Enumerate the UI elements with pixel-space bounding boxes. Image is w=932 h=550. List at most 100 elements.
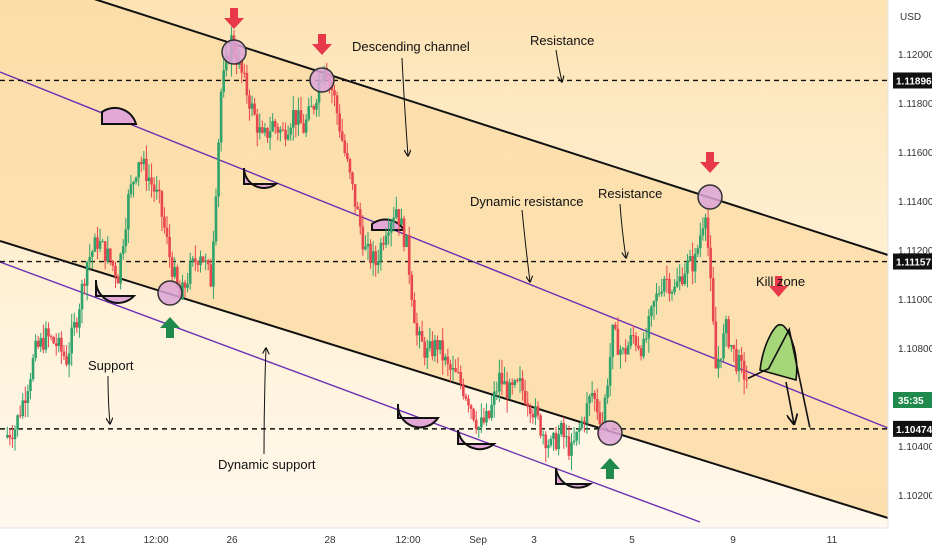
candle-body	[304, 119, 308, 133]
candle-body	[418, 331, 421, 336]
candle-body	[165, 227, 169, 237]
candle-body	[565, 436, 568, 438]
candle-body	[145, 158, 148, 181]
candle-body	[585, 403, 589, 424]
red-down-arrow	[769, 276, 788, 297]
candle-body	[526, 403, 530, 407]
resistance-lower-tag-label: 1.11157	[896, 258, 931, 269]
support-tag	[893, 420, 932, 437]
touch-markers	[94, 106, 594, 489]
dynamic-support-line[interactable]	[0, 261, 701, 523]
red-down-arrow	[312, 34, 332, 55]
candle-body	[681, 276, 684, 285]
candle-body	[101, 241, 104, 243]
green-up-arrow	[160, 317, 180, 338]
candle-body	[441, 340, 444, 361]
price-tick-label: 1.11400	[898, 197, 932, 208]
candle-body	[606, 385, 609, 398]
candle-body	[626, 345, 630, 355]
price-tick-label: 1.10400	[898, 442, 932, 453]
resistance-mid-label: Resistance	[598, 186, 662, 201]
candle-body	[562, 423, 566, 437]
candle-body	[343, 140, 347, 154]
pointer-arrow	[521, 209, 530, 282]
candle-body	[173, 267, 177, 277]
candle-body	[420, 331, 424, 342]
candle-body	[614, 324, 617, 329]
candle-body	[289, 127, 292, 135]
candle-body	[21, 400, 25, 417]
price-axis[interactable]	[888, 0, 932, 550]
dynamic-resistance-label: Dynamic resistance	[470, 194, 583, 209]
candle-body	[706, 217, 710, 248]
bottom-touch-circle	[597, 420, 623, 446]
candle-body	[276, 126, 280, 133]
candle-body	[134, 177, 138, 182]
candle-body	[116, 276, 120, 284]
candle-body	[127, 194, 130, 230]
descending-channel-label: Descending channel	[352, 39, 470, 54]
candle-body	[384, 235, 388, 245]
touch-marker	[101, 106, 138, 125]
candle-body	[31, 358, 35, 380]
candle-body	[490, 404, 493, 418]
channel-upper-line[interactable]	[60, 0, 889, 256]
candle-body	[662, 278, 666, 292]
time-axis[interactable]	[0, 528, 932, 550]
candle-body	[711, 278, 715, 322]
candle-body	[139, 162, 143, 165]
candle-body	[302, 123, 305, 133]
candle-body	[47, 328, 50, 337]
candle-body	[132, 181, 135, 185]
candle-body	[217, 142, 220, 197]
candle-body	[665, 278, 669, 280]
candle-body	[740, 354, 743, 361]
price-levels	[0, 79, 888, 430]
pointer-arrow	[401, 57, 408, 156]
touch-marker	[457, 429, 497, 451]
candle-body	[315, 102, 318, 110]
resistance-lower-tag	[893, 253, 932, 270]
candle-body	[572, 440, 576, 443]
pointer-arrow	[108, 375, 110, 424]
candle-body	[415, 323, 419, 336]
candle-body	[737, 354, 741, 372]
candle-body	[567, 436, 571, 456]
candle-body	[250, 103, 254, 109]
candle-body	[590, 392, 594, 397]
candle-body	[93, 237, 97, 252]
candle-body	[279, 129, 282, 133]
candle-body	[513, 380, 517, 385]
candle-body	[621, 348, 625, 350]
candle-body	[268, 131, 272, 138]
candle-body	[11, 437, 14, 440]
candle-body	[652, 301, 656, 307]
candle-body	[510, 382, 514, 385]
candle-body	[410, 274, 414, 300]
candle-body	[222, 70, 226, 92]
resistance-upper-tag-label: 1.11896	[896, 76, 932, 87]
candle-body	[683, 273, 687, 285]
candle-body	[619, 349, 622, 355]
candle-body	[142, 158, 146, 165]
candle-body	[369, 243, 372, 264]
candle-body	[186, 283, 189, 288]
candle-body	[310, 106, 313, 108]
candle-body	[121, 246, 125, 254]
touch-marker	[555, 467, 594, 489]
candle-body	[559, 423, 563, 435]
candle-body	[521, 378, 524, 391]
candle-body	[70, 327, 73, 354]
sell-arrows	[224, 8, 788, 297]
time-tick-label: 28	[324, 535, 336, 546]
candle-body	[67, 353, 71, 365]
buy-arrows	[160, 317, 620, 479]
candle-body	[405, 235, 408, 247]
level-tags: 1.11896 1.11157 1.10474	[893, 72, 932, 437]
candle-body	[307, 106, 311, 120]
candle-body	[201, 256, 205, 263]
channel-lower-line[interactable]	[0, 240, 889, 519]
candle-body	[170, 257, 174, 277]
